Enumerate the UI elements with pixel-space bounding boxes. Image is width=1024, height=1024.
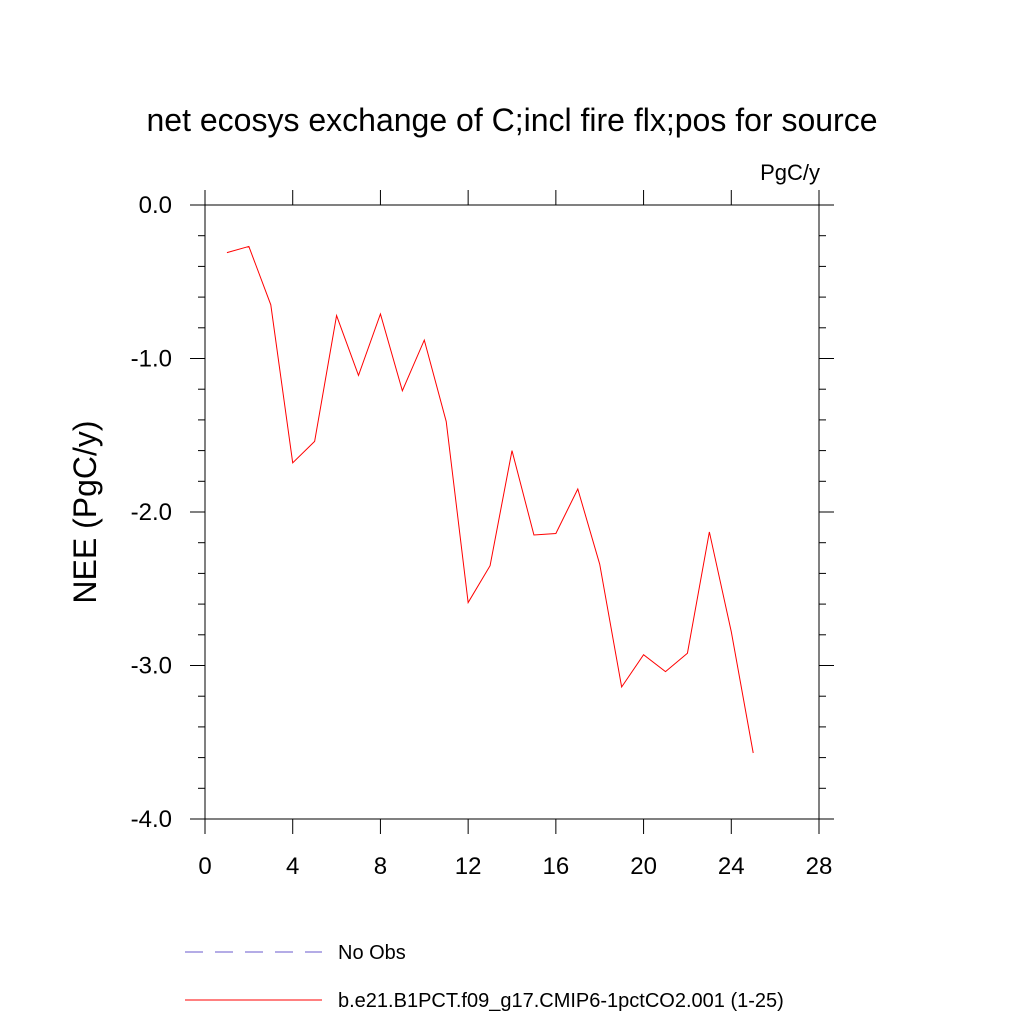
legend-label: No Obs (338, 942, 406, 964)
y-tick-label: -2.0 (131, 499, 172, 526)
legend-label: b.e21.B1PCT.f09_g17.CMIP6-1pctCO2.001 (1… (338, 990, 784, 1012)
series-line (226, 245, 754, 754)
x-tick-label: 4 (286, 853, 299, 880)
y-tick-label: -3.0 (131, 653, 172, 680)
x-tick-label: 16 (543, 853, 570, 880)
y-tick-label: -1.0 (131, 346, 172, 373)
series-layer (226, 245, 754, 754)
plot-frame (204, 204, 820, 820)
y-tick-label: 0.0 (139, 192, 172, 219)
x-tick-label: 28 (806, 853, 833, 880)
legend: No Obs b.e21.B1PCT.f09_g17.CMIP6-1pctCO2.… (185, 942, 784, 1012)
units-label: PgC/y (760, 160, 820, 185)
x-tick-label: 20 (630, 853, 657, 880)
x-tick-label: 24 (718, 853, 745, 880)
x-tick-label: 0 (198, 853, 211, 880)
x-tick-label: 12 (455, 853, 482, 880)
x-tick-label: 8 (374, 853, 387, 880)
chart-title: net ecosys exchange of C;incl fire flx;p… (146, 102, 877, 138)
y-tick-label: -4.0 (131, 806, 172, 833)
axis-ticks: 0 4 8 12 16 20 24 28 0.0 -1.0 -2.0 -3.0 -4.0 (131, 190, 834, 880)
y-axis-label: NEE (PgC/y) (67, 420, 103, 603)
